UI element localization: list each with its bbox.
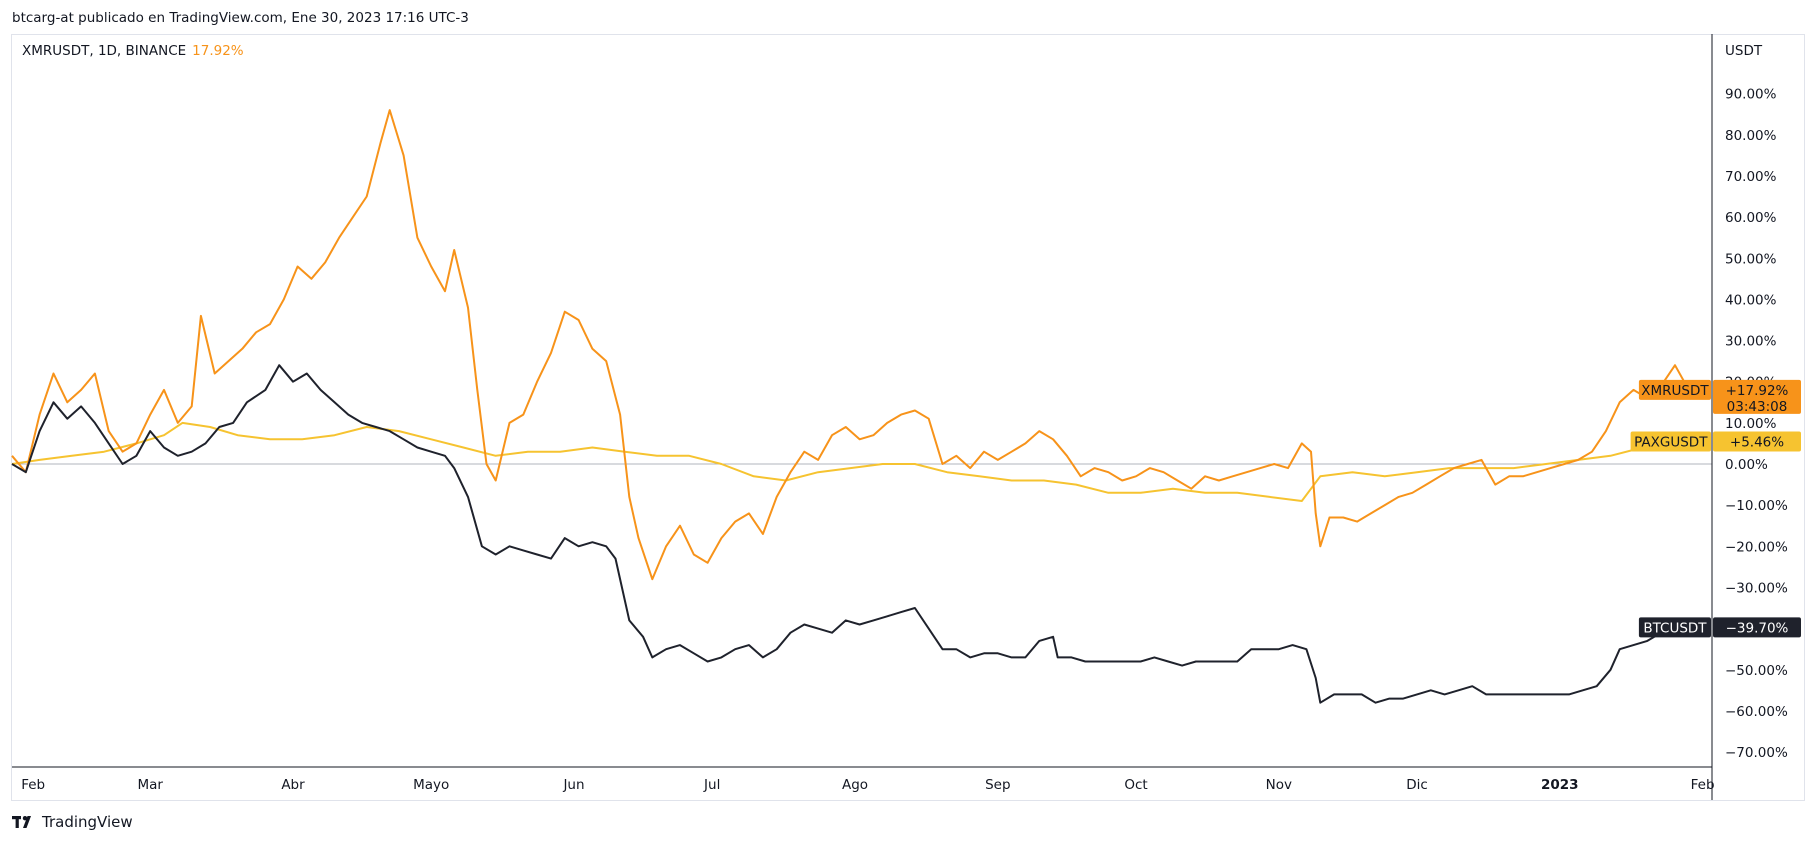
x-tick-label: Ago bbox=[842, 777, 868, 793]
y-tick-label: −60.00% bbox=[1725, 704, 1788, 720]
x-tick-label: Jun bbox=[562, 777, 584, 793]
y-tick-label: 80.00% bbox=[1725, 128, 1777, 144]
x-tick-label: Mar bbox=[137, 777, 163, 793]
y-tick-label: 10.00% bbox=[1725, 416, 1777, 432]
y-tick-label: 30.00% bbox=[1725, 334, 1777, 350]
footer-brand-text: TradingView bbox=[42, 813, 133, 831]
publication-header: btcarg-at publicado en TradingView.com, … bbox=[12, 10, 469, 26]
last-value-badges: XMRUSDT +17.92%03:43:08 PAXGUSDT +5.46% BTCU… bbox=[1630, 379, 1801, 638]
chart-frame[interactable] bbox=[11, 34, 1805, 801]
bar-countdown-text: 03:43:08 bbox=[1727, 399, 1788, 415]
y-axis-tick-labels: 90.00% 80.00% 70.00% 60.00% 50.00% 40.00% 30.0… bbox=[1725, 87, 1788, 761]
y-tick-label: 0.00% bbox=[1725, 457, 1768, 473]
tradingview-logo-icon bbox=[12, 816, 31, 828]
y-tick-label: 60.00% bbox=[1725, 210, 1777, 226]
series-name-badge-xmrusdt bbox=[1638, 379, 1711, 400]
x-axis-tick-labels: Feb Mar Abr Mayo Jun Jul Ago Sep Oct Nov Dic 2023 Fe… bbox=[21, 777, 1714, 793]
x-tick-label: Feb bbox=[1691, 777, 1715, 793]
chart-legend[interactable]: XMRUSDT, 1D, BINANCE 17.92% bbox=[22, 43, 244, 59]
x-tick-label: Mayo bbox=[413, 777, 449, 793]
x-tick-label: 2023 bbox=[1541, 777, 1579, 793]
y-tick-label: 70.00% bbox=[1725, 169, 1777, 185]
y-tick-label: 50.00% bbox=[1725, 251, 1777, 267]
series-value-badge-xmrusdt bbox=[1713, 379, 1801, 414]
series-line-paxgusdt bbox=[11, 421, 1694, 502]
series-value-badge-paxgusdt bbox=[1713, 431, 1801, 452]
axes bbox=[12, 34, 1713, 800]
x-tick-label: Nov bbox=[1266, 777, 1292, 793]
legend-symbol: XMRUSDT, 1D, BINANCE bbox=[22, 43, 187, 59]
series-name-badge-paxgusdt bbox=[1630, 431, 1711, 452]
y-tick-label: −30.00% bbox=[1725, 580, 1788, 596]
x-tick-label: Jul bbox=[703, 777, 720, 793]
x-tick-label: Feb bbox=[21, 777, 45, 793]
y-tick-label: −70.00% bbox=[1725, 745, 1788, 761]
series-name-badge-text: XMRUSDT bbox=[1641, 383, 1709, 399]
series-line-xmrusdt bbox=[11, 109, 1695, 581]
x-tick-label: Dic bbox=[1406, 777, 1428, 793]
series-value-badge-btcusdt bbox=[1713, 617, 1801, 638]
series-name-badge-text: PAXGUSDT bbox=[1634, 435, 1708, 451]
series-value-badge-text: −39.70% bbox=[1726, 620, 1789, 636]
x-tick-label: Oct bbox=[1124, 777, 1147, 793]
series-name-badge-btcusdt bbox=[1638, 617, 1711, 638]
series-line-btcusdt bbox=[11, 364, 1694, 704]
series-value-badge-text: +17.92% bbox=[1726, 383, 1789, 399]
series-value-badge-text: +5.46% bbox=[1730, 435, 1784, 451]
footer-brand[interactable]: TradingView bbox=[12, 813, 133, 831]
x-tick-label: Sep bbox=[985, 777, 1010, 793]
y-tick-label: −10.00% bbox=[1725, 498, 1788, 514]
y-tick-label: −20.00% bbox=[1725, 539, 1788, 555]
series-name-badge-text: BTCUSDT bbox=[1643, 620, 1707, 636]
y-axis-unit-label: USDT bbox=[1725, 43, 1763, 59]
x-tick-label: Abr bbox=[281, 777, 305, 793]
y-tick-label: 90.00% bbox=[1725, 87, 1777, 103]
series-lines bbox=[11, 109, 1695, 704]
y-tick-label: −50.00% bbox=[1725, 663, 1788, 679]
y-tick-label: 40.00% bbox=[1725, 292, 1777, 308]
legend-change: 17.92% bbox=[192, 43, 244, 59]
